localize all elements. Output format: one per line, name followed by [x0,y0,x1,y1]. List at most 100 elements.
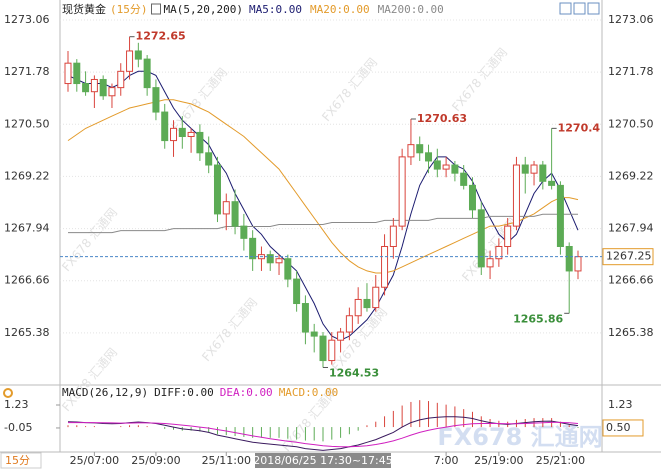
candle-body [196,131,204,154]
annotation: 1270.63 [417,112,467,125]
candle-body [319,335,327,362]
header-text: MA5:0.00 [249,3,302,16]
candle-body [222,201,230,215]
window-buttons[interactable] [559,2,600,15]
annotation: 1272.65 [136,30,186,43]
candle-body [187,131,195,138]
period-label: 15分 [5,454,30,467]
candle-body [213,164,221,215]
macd-line [68,421,579,448]
settings-icon[interactable] [3,388,13,398]
macd-header: MACD(26,12,9) [62,386,148,399]
y-tick-label: 1271.78 [608,65,654,78]
indicator-icon [151,3,161,15]
candle-body [381,245,389,288]
candle-body [433,160,441,170]
y-tick-label: 1.23 [4,398,29,411]
header-text: 现货黄金 [62,2,106,16]
candle-body [249,237,257,260]
candle-body [372,286,380,309]
candle-body [275,258,283,264]
macd-header: DIFF:0.00 [154,386,214,399]
candle-body [328,339,336,362]
y-tick-label: 1269.22 [608,169,654,182]
header-text: (15分) [110,3,148,16]
candle-body [416,144,424,154]
y-tick-label: 1270.50 [4,117,50,130]
candle-body [99,78,107,97]
y-tick-label: 1273.06 [608,13,654,26]
macd-header: MACD:0.00 [279,386,339,399]
candle-body [477,209,485,268]
x-tick-label: 25/09:00 [131,454,180,467]
candle-body [170,127,178,142]
y-tick-label: 1266.66 [608,274,654,287]
y-tick-label: 1267.94 [608,222,654,235]
candle-body [486,258,494,268]
candle-body [512,164,520,227]
candle-body [565,245,573,272]
x-tick-label: 25/07:00 [70,454,119,467]
button[interactable] [559,2,572,15]
candle-body [143,58,151,89]
candle-body [310,331,318,337]
candle-body [556,184,564,247]
candle-body [442,164,450,170]
candle-body [495,245,503,260]
candle-body [73,62,81,85]
candle-body [178,127,186,138]
candle-body [530,164,538,174]
annotation: 1270.4 [558,121,601,134]
period-box [0,452,42,469]
button[interactable] [587,2,600,15]
logo: FX678 汇通网 [437,423,602,451]
candle-body [504,225,512,247]
y-tick-label: 1270.50 [608,117,654,130]
candle-body [548,180,556,186]
candle-body [389,225,397,247]
current-label: 0.50 [606,421,631,434]
candle-body [82,83,90,93]
candle-body [363,298,371,309]
candle-body [451,164,459,174]
crosshair-label: 2018/06/25 17:30~17:45 [253,454,393,467]
candle-body [152,87,160,113]
candle-body [574,256,582,272]
candle-body [539,164,547,182]
y-tick-label: 1269.22 [4,169,50,182]
crosshair-box [255,453,391,468]
candle-body [108,87,116,97]
button[interactable] [573,2,586,15]
candle-body [460,172,468,186]
candle-body [126,50,134,72]
current-box [602,419,644,437]
candle-body [468,184,476,211]
candle-body [64,62,72,85]
last-price-label: 1267.25 [606,250,652,263]
candle-body [134,50,142,60]
candle-body [205,152,213,166]
y-tick-label: -0.05 [4,421,32,434]
candle-body [301,303,309,333]
x-tick-label: 25/21:00 [536,454,585,467]
ma-line [67,70,579,341]
y-tick-label: 1271.78 [4,65,50,78]
candle-body [161,111,169,142]
candle-body [240,225,248,239]
ma-line [68,213,578,234]
x-tick-label: 25/11:00 [202,454,251,467]
header-text: MA200:0.00 [378,3,444,16]
annotation: 1264.53 [329,366,379,379]
candle-body [293,278,301,305]
header-text: MA(5,20,200) [164,3,243,16]
candle-body [354,298,362,317]
y-tick-label: 1265.38 [608,326,654,339]
candle-body [266,254,274,264]
macd-header: DEA:0.00 [220,386,273,399]
header-text: MA20:0.00 [310,3,370,16]
candle-body [407,144,415,158]
candle-body [345,315,353,333]
x-tick-label: 7:00 [434,454,459,467]
